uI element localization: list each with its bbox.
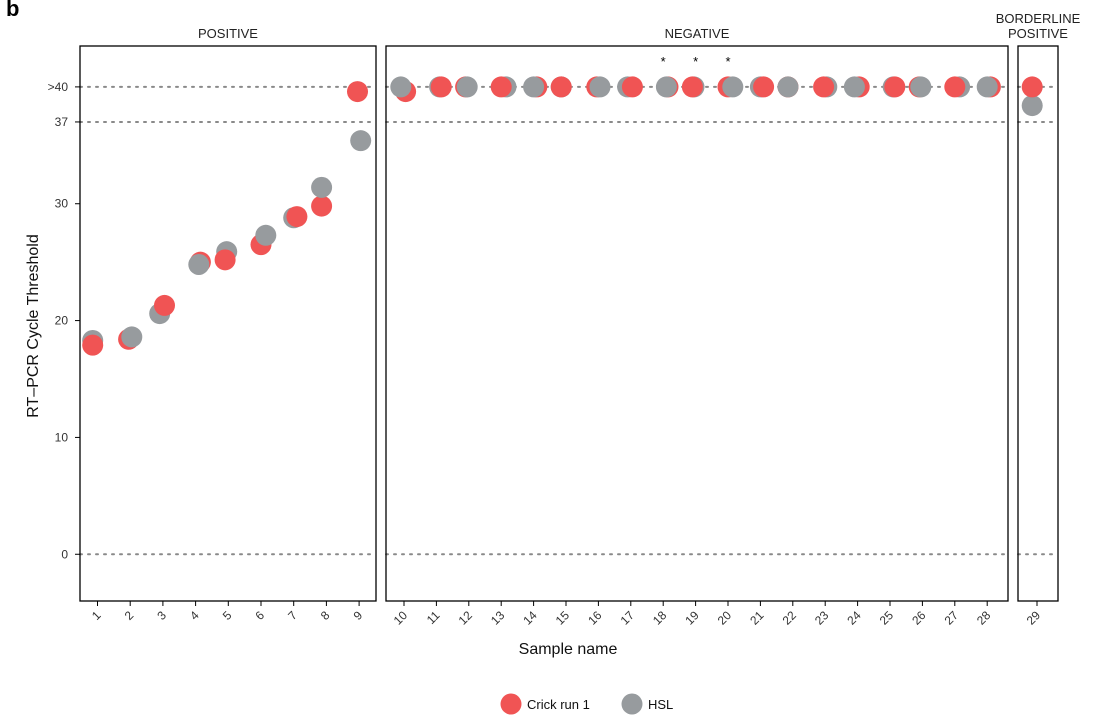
crick-run-1-point xyxy=(311,195,333,217)
hsl-point xyxy=(655,76,677,98)
x-tick-label: 21 xyxy=(747,608,767,628)
panel-title: POSITIVE xyxy=(1008,26,1068,41)
y-tick-label: 20 xyxy=(55,314,69,328)
y-tick-label: >40 xyxy=(48,80,69,94)
crick-run-1-point xyxy=(944,76,966,98)
y-tick-label: 10 xyxy=(55,430,69,444)
x-tick-label: 16 xyxy=(585,608,605,628)
x-tick-label: 12 xyxy=(456,608,476,628)
hsl-point xyxy=(456,76,478,98)
reference-lines xyxy=(79,85,1059,556)
panel-frame xyxy=(385,45,1009,602)
hsl-point xyxy=(910,76,932,98)
x-tick-label: 24 xyxy=(844,608,864,628)
y-tick-label: 37 xyxy=(55,115,69,129)
x-tick-label: 2 xyxy=(122,608,137,623)
x-tick-label: 27 xyxy=(942,608,962,628)
x-tick-label: 19 xyxy=(682,608,702,628)
x-tick-label: 25 xyxy=(877,608,897,628)
crick-run-1-point xyxy=(550,76,572,98)
panel-frame xyxy=(1017,45,1059,602)
x-tick-label: 11 xyxy=(424,608,443,627)
crick-run-1-point xyxy=(154,294,175,316)
legend-swatch xyxy=(500,693,522,715)
x-tick-label: 13 xyxy=(488,608,508,628)
y-tick-label: 0 xyxy=(61,547,68,561)
x-tick-label: 26 xyxy=(909,608,929,628)
x-tick-label: 6 xyxy=(252,608,267,623)
hsl-point xyxy=(121,326,143,348)
crick-run-1-point xyxy=(813,76,835,98)
x-tick-label: 5 xyxy=(220,608,235,623)
hsl-point xyxy=(777,76,799,98)
legend-label: HSL xyxy=(648,697,673,712)
x-tick-label: 4 xyxy=(187,608,202,623)
hsl-point xyxy=(523,76,545,98)
panel-tag: b xyxy=(6,0,19,21)
legend: Crick run 1 HSL xyxy=(500,693,673,715)
y-axis-title: RT–PCR Cycle Threshold xyxy=(25,234,42,417)
hsl-point xyxy=(722,76,744,98)
crick-run-1-point xyxy=(621,76,643,98)
x-tick-label: 15 xyxy=(553,608,573,628)
legend-label: Crick run 1 xyxy=(527,697,590,712)
x-tick-label: 28 xyxy=(974,608,994,628)
x-axis-title: Sample name xyxy=(519,641,618,658)
x-tick-label: 7 xyxy=(285,608,300,623)
crick-run-1-point xyxy=(1021,76,1043,98)
y-axis: 0 10 20 30 37 >40 xyxy=(48,80,80,561)
x-tick-label: 29 xyxy=(1024,608,1044,628)
panel-frame xyxy=(79,45,377,602)
x-tick-label: 8 xyxy=(318,608,333,623)
crick-run-1-point xyxy=(82,334,104,356)
crick-run-1-point xyxy=(286,206,308,228)
panel-title: NEGATIVE xyxy=(665,26,730,41)
significance-star: * xyxy=(661,54,666,69)
crick-run-1-point xyxy=(347,81,368,103)
x-tick-label: 23 xyxy=(812,608,832,628)
hsl-point xyxy=(589,76,611,98)
hsl-point xyxy=(390,76,412,98)
annotations: * * * xyxy=(661,54,731,69)
panel-frames xyxy=(79,45,1059,602)
crick-run-1-point xyxy=(430,76,452,98)
significance-star: * xyxy=(725,54,730,69)
hsl-point xyxy=(311,176,333,198)
hsl-point xyxy=(976,76,998,98)
hsl-point xyxy=(350,130,372,152)
x-tick-label: 9 xyxy=(351,608,366,623)
x-tick-label: 17 xyxy=(618,608,638,628)
x-tick-label: 18 xyxy=(650,608,670,628)
crick-run-1-point xyxy=(681,76,703,98)
legend-swatch xyxy=(621,693,643,715)
hsl-point xyxy=(843,76,865,98)
panel-title: BORDERLINE xyxy=(996,11,1081,26)
significance-star: * xyxy=(693,54,698,69)
hsl-point xyxy=(255,224,277,246)
crick-run-1-point xyxy=(214,249,236,271)
panel-title: POSITIVE xyxy=(198,26,258,41)
crick-run-1-point xyxy=(490,76,512,98)
x-tick-label: 20 xyxy=(715,608,735,628)
hsl-point xyxy=(1021,95,1043,117)
x-tick-label: 14 xyxy=(520,608,540,628)
crick-run-1-point xyxy=(753,76,775,98)
x-tick-label: 10 xyxy=(391,608,411,628)
y-tick-label: 30 xyxy=(55,197,69,211)
hsl-point xyxy=(188,253,210,275)
data-points xyxy=(82,76,1043,356)
x-tick-label: 1 xyxy=(89,608,104,623)
x-axis: 1 2 3 4 5 6 7 8 9 10 11 12 13 14 15 16 17 18 19 20 21 22 23 24 2… xyxy=(89,601,1043,628)
crick-run-1-point xyxy=(884,76,906,98)
x-tick-label: 3 xyxy=(154,608,169,623)
x-tick-label: 22 xyxy=(780,608,800,628)
